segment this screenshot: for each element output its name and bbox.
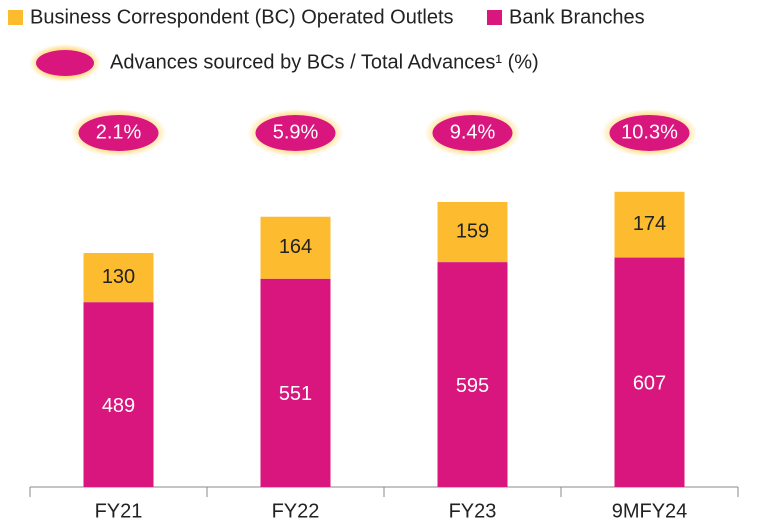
data-label: 174 [633, 213, 666, 235]
ratio-marker [609, 115, 690, 151]
data-label: 130 [102, 266, 135, 288]
bar-segment [83, 302, 154, 487]
data-label: 595 [456, 375, 489, 397]
legend-swatch [8, 10, 23, 25]
bar-segment [260, 278, 331, 487]
x-tick-label: FY22 [272, 500, 320, 522]
legend-label: Bank Branches [509, 6, 645, 28]
data-label: 551 [279, 383, 312, 405]
data-label: 159 [456, 220, 489, 242]
x-tick-label: 9MFY24 [612, 500, 688, 522]
ratio-marker [255, 115, 336, 151]
bar-segment [614, 191, 685, 258]
bar-segment [83, 253, 154, 303]
legend-label: Advances sourced by BCs / Total Advances… [110, 51, 539, 73]
legend-swatch [487, 10, 502, 25]
ratio-marker [78, 115, 159, 151]
x-tick-label: FY21 [95, 500, 143, 522]
ratio-label: 10.3% [621, 121, 678, 143]
data-label: 489 [102, 395, 135, 417]
bar-segment [260, 216, 331, 279]
ratio-label: 2.1% [96, 121, 142, 143]
bar-segment [437, 201, 508, 263]
legend-ellipse [36, 50, 94, 76]
ratio-label: 9.4% [450, 121, 496, 143]
legend-label: Business Correspondent (BC) Operated Out… [30, 6, 454, 28]
x-tick-label: FY23 [449, 500, 497, 522]
data-label: 607 [633, 373, 666, 395]
bar-segment [437, 262, 508, 487]
ratio-marker [432, 115, 513, 151]
ratio-label: 5.9% [273, 121, 319, 143]
bar-segment [614, 257, 685, 487]
data-label: 164 [279, 236, 312, 258]
